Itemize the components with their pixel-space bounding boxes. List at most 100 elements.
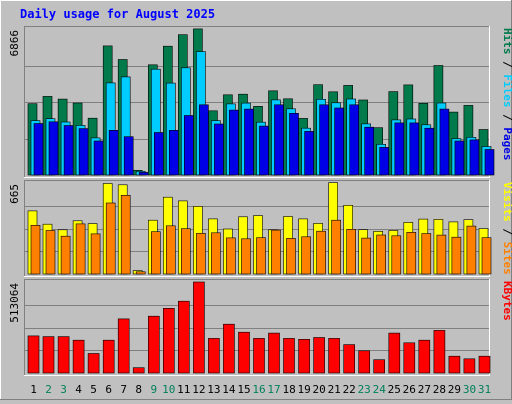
bar-pages-day-6 (108, 130, 119, 176)
bar-sites-day-21 (331, 219, 341, 275)
bar-kbytes-day-30 (463, 358, 476, 374)
x-tick-label: 10 (162, 383, 175, 396)
right-legend: Hits / Files / Pages (501, 28, 512, 161)
panel-top: 6866 Hits / Files / Pages (8, 26, 512, 178)
bar-kbytes-day-26 (403, 342, 416, 374)
bar-sites-day-20 (316, 230, 326, 275)
bar-pages-day-21 (334, 107, 344, 176)
bar-pages-day-22 (349, 104, 360, 176)
bar-sites-day-31 (481, 237, 492, 275)
bar-pages-day-14 (229, 109, 239, 176)
bar-kbytes-day-27 (418, 339, 431, 374)
bar-sites-day-15 (241, 238, 251, 275)
bar-pages-day-25 (394, 122, 405, 176)
bar-sites-day-26 (406, 232, 417, 275)
bar-kbytes-day-10 (163, 307, 175, 374)
bar-kbytes-day-17 (268, 332, 280, 374)
y-max-label: 513064 (8, 283, 21, 323)
bar-sites-day-28 (436, 234, 447, 275)
bar-pages-day-16 (259, 125, 269, 176)
bar-kbytes-day-19 (298, 338, 310, 374)
x-tick-label: 28 (433, 383, 446, 396)
bar-pages-day-2 (48, 121, 59, 176)
bar-kbytes-day-25 (388, 332, 401, 374)
bar-kbytes-day-13 (208, 338, 220, 374)
bar-pages-day-30 (469, 139, 480, 176)
x-tick-label: 26 (403, 383, 416, 396)
legend-separator: / (501, 55, 512, 75)
x-tick-label: 21 (328, 383, 341, 396)
legend-pages: Pages (501, 127, 512, 160)
x-tick-label: 25 (388, 383, 401, 396)
bar-sites-day-5 (90, 233, 101, 275)
x-tick-label: 2 (45, 383, 52, 396)
bar-pages-day-3 (63, 125, 74, 176)
bar-kbytes-day-12 (193, 281, 205, 374)
bar-kbytes-day-16 (253, 338, 265, 374)
panel-middle: 665 Visits / Sites (8, 180, 512, 277)
bar-kbytes-day-14 (223, 323, 235, 374)
bar-sites-day-1 (30, 225, 41, 275)
bar-kbytes-day-24 (373, 359, 386, 374)
bar-sites-day-2 (45, 230, 56, 275)
bar-kbytes-day-8 (132, 367, 145, 374)
bar-pages-day-18 (289, 113, 299, 176)
bar-kbytes-day-6 (102, 339, 115, 374)
legend-separator: / (501, 108, 512, 128)
bar-sites-day-9 (151, 231, 161, 275)
x-tick-label: 18 (282, 383, 295, 396)
bar-sites-day-4 (75, 223, 86, 275)
bar-sites-day-11 (181, 228, 191, 275)
panel-bottom: 513064 KBytes (8, 279, 512, 376)
bar-sites-day-14 (226, 237, 236, 275)
bar-pages-day-5 (93, 140, 104, 176)
x-tick-label: 19 (297, 383, 310, 396)
bar-sites-day-13 (211, 232, 221, 275)
bar-pages-day-29 (454, 140, 465, 176)
bar-kbytes-day-11 (178, 300, 190, 374)
bar-sites-day-3 (60, 235, 71, 275)
x-tick-label: 27 (418, 383, 431, 396)
bar-sites-day-6 (105, 202, 116, 275)
bar-pages-day-12 (199, 104, 209, 176)
bar-sites-day-8 (135, 271, 146, 275)
x-tick-label: 9 (150, 383, 157, 396)
bar-kbytes-day-9 (148, 315, 160, 374)
bar-pages-day-28 (439, 108, 450, 176)
chart-title: Daily usage for August 2025 (20, 7, 215, 21)
bar-pages-day-13 (214, 123, 224, 176)
legend-kbytes: KBytes (501, 281, 512, 321)
x-tick-label: 24 (373, 383, 387, 396)
legend-hits: Hits (501, 28, 512, 55)
bar-kbytes-day-29 (448, 355, 461, 374)
bar-sites-day-12 (196, 233, 206, 275)
bar-pages-day-27 (424, 127, 435, 176)
bar-kbytes-day-20 (313, 337, 325, 374)
bar-pages-day-9 (154, 132, 164, 176)
bar-pages-day-8 (138, 172, 149, 176)
bar-sites-day-27 (421, 233, 432, 275)
bar-kbytes-day-28 (433, 330, 446, 374)
right-legend: KBytes (501, 281, 512, 321)
legend-visits: Visits (501, 182, 512, 222)
x-tick-label: 31 (478, 383, 491, 396)
bar-sites-day-24 (376, 234, 387, 275)
x-tick-label: 22 (343, 383, 356, 396)
bar-sites-day-23 (361, 237, 372, 275)
bar-kbytes-day-2 (42, 336, 55, 374)
bar-sites-day-7 (120, 195, 131, 275)
bar-pages-day-10 (169, 130, 179, 176)
x-tick-label: 23 (358, 383, 371, 396)
bar-kbytes-day-3 (57, 336, 70, 374)
bar-kbytes-day-23 (358, 350, 371, 374)
bar-kbytes-day-4 (72, 339, 85, 374)
bar-sites-day-30 (466, 225, 477, 275)
bar-pages-day-1 (33, 123, 44, 176)
bar-pages-day-20 (319, 104, 329, 176)
x-tick-label: 29 (448, 383, 461, 396)
bar-sites-day-19 (301, 236, 311, 275)
bar-pages-day-4 (78, 128, 89, 176)
bar-kbytes-day-31 (478, 355, 491, 374)
